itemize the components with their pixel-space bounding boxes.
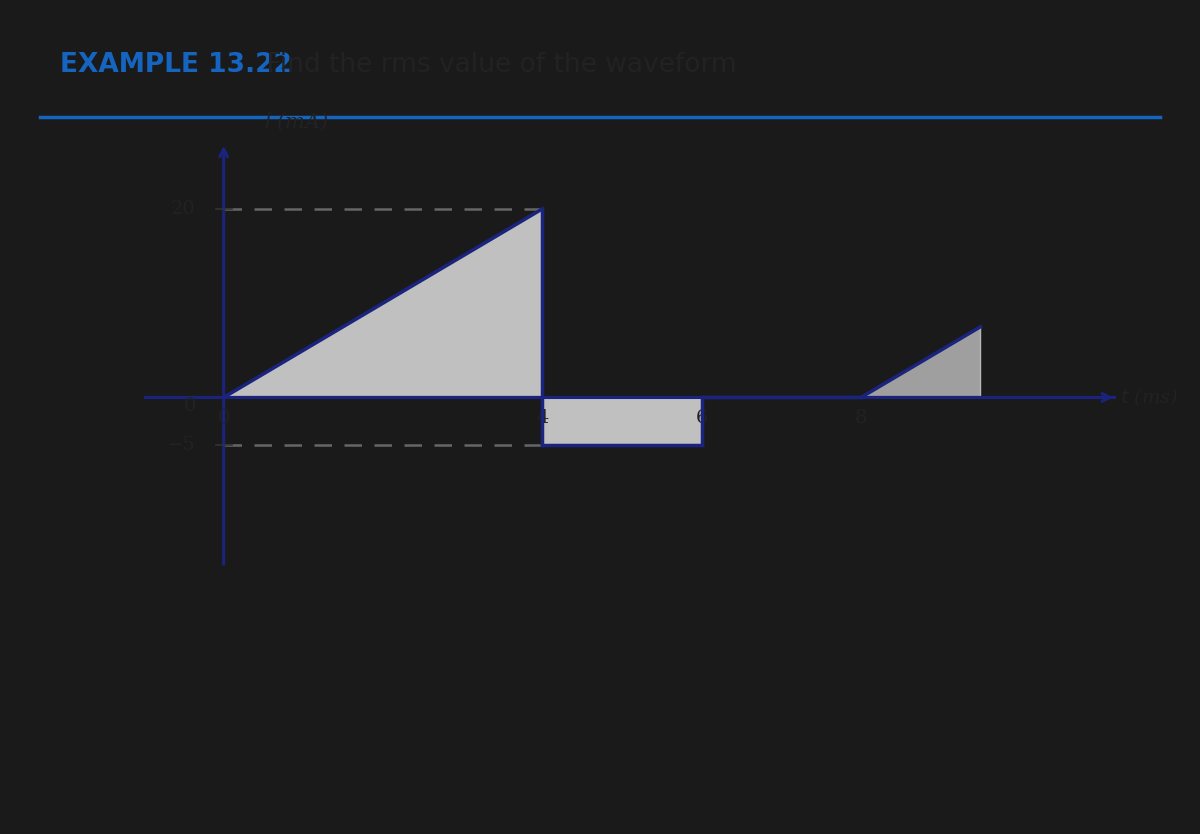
Text: EXAMPLE 13.22: EXAMPLE 13.22: [60, 53, 292, 78]
Text: 0: 0: [217, 409, 230, 427]
Text: 20: 20: [172, 200, 196, 218]
Text: 6: 6: [696, 409, 708, 427]
Polygon shape: [542, 398, 702, 445]
Text: $i$ (mA): $i$ (mA): [264, 111, 328, 133]
Polygon shape: [862, 327, 980, 398]
Text: −5: −5: [167, 435, 196, 454]
Text: 0: 0: [184, 398, 196, 415]
Polygon shape: [223, 208, 542, 398]
Text: 8: 8: [854, 409, 868, 427]
Text: 4: 4: [536, 409, 548, 427]
Text: $t$ (ms): $t$ (ms): [1120, 386, 1178, 409]
Text: Find the rms value of the waveform: Find the rms value of the waveform: [258, 53, 737, 78]
